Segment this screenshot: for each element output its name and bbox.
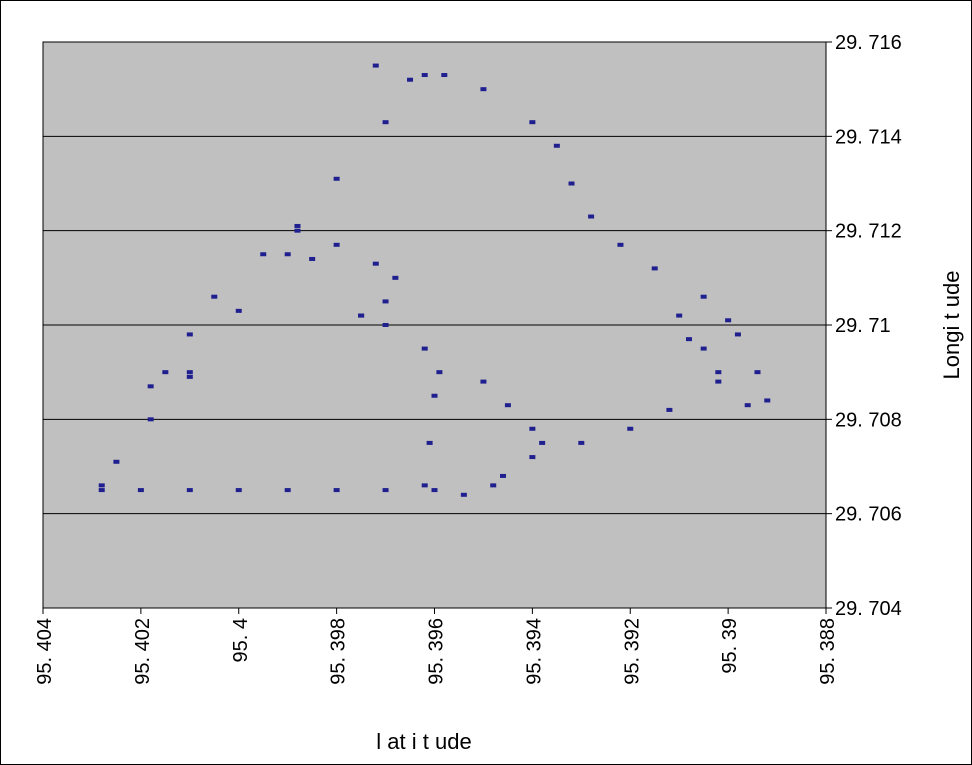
data-point xyxy=(235,308,242,313)
data-point xyxy=(725,318,732,323)
x-tick-label: 95. 394 xyxy=(523,618,545,685)
data-point xyxy=(734,332,741,337)
data-point xyxy=(421,346,428,351)
data-point xyxy=(235,488,242,493)
data-points xyxy=(98,63,771,497)
data-point xyxy=(480,87,487,92)
data-point xyxy=(441,73,448,78)
y-tick-label: 29. 706 xyxy=(835,504,902,526)
data-point xyxy=(294,228,301,233)
x-axis-title: l at i t ude xyxy=(376,729,471,754)
y-axis-title: Longi t ude xyxy=(939,271,964,380)
data-point xyxy=(382,323,389,327)
data-point xyxy=(372,261,379,266)
x-tick-label: 95. 402 xyxy=(132,618,154,685)
data-point xyxy=(186,370,193,375)
data-point xyxy=(700,294,707,299)
data-point xyxy=(617,242,624,247)
data-point xyxy=(431,488,438,493)
data-point xyxy=(460,492,467,497)
data-point xyxy=(333,242,340,247)
data-point xyxy=(685,337,692,342)
data-point xyxy=(421,483,428,488)
x-tick-label: 95. 404 xyxy=(34,618,56,685)
data-point xyxy=(588,214,595,219)
y-tick-label: 29. 716 xyxy=(835,32,902,54)
data-point xyxy=(436,370,443,375)
data-point xyxy=(333,176,340,181)
data-point xyxy=(578,440,585,445)
data-point xyxy=(553,143,560,148)
data-point xyxy=(715,379,722,384)
data-point xyxy=(309,256,316,261)
data-point xyxy=(98,483,105,488)
data-point xyxy=(372,63,379,68)
data-point xyxy=(284,488,291,493)
data-point xyxy=(568,181,575,186)
data-point xyxy=(260,252,267,257)
data-point xyxy=(137,488,144,493)
y-tick-label: 29. 714 xyxy=(835,126,902,148)
data-point xyxy=(186,332,193,337)
x-tick-label: 95. 392 xyxy=(621,618,643,685)
x-axis-ticks: 95. 404 95. 402 95. 4 95. 398 95. 396 95. 394… xyxy=(34,608,839,685)
y-tick-label: 29. 71 xyxy=(835,315,891,337)
y-tick-label: 29. 708 xyxy=(835,409,902,431)
data-point xyxy=(666,407,673,412)
data-point xyxy=(147,417,154,422)
data-point xyxy=(539,440,546,445)
data-point xyxy=(754,370,761,375)
x-tick-label: 95. 388 xyxy=(817,618,839,685)
x-tick-label: 95. 39 xyxy=(719,618,741,674)
data-point xyxy=(529,455,536,460)
data-point xyxy=(358,313,365,318)
data-point xyxy=(284,252,291,257)
data-point xyxy=(407,77,414,82)
data-point xyxy=(162,370,169,375)
data-point xyxy=(627,426,634,431)
data-point xyxy=(529,426,536,431)
data-point xyxy=(147,384,154,389)
data-point xyxy=(764,398,771,403)
data-point xyxy=(186,488,193,493)
data-point xyxy=(382,120,389,125)
grid-lines xyxy=(43,135,826,515)
x-tick-label: 95. 396 xyxy=(426,618,448,685)
data-point xyxy=(382,488,389,493)
data-point xyxy=(382,299,389,304)
data-point xyxy=(490,483,497,488)
data-point xyxy=(529,120,536,125)
data-point xyxy=(431,393,438,398)
data-point xyxy=(504,403,511,408)
data-point xyxy=(421,73,428,78)
x-tick-label: 95. 4 xyxy=(230,618,252,662)
data-point xyxy=(500,473,507,478)
data-point xyxy=(744,403,751,408)
data-point xyxy=(294,223,301,228)
data-point xyxy=(700,346,707,351)
data-point xyxy=(333,488,340,493)
data-point xyxy=(651,266,658,271)
data-point xyxy=(211,294,218,299)
data-point xyxy=(480,379,487,384)
y-tick-label: 29. 712 xyxy=(835,221,902,243)
data-point xyxy=(426,440,433,445)
data-point xyxy=(715,370,722,375)
data-point xyxy=(186,374,193,379)
data-point xyxy=(392,275,399,280)
data-point xyxy=(98,488,105,493)
y-tick-label: 29. 704 xyxy=(835,598,902,620)
x-tick-label: 95. 398 xyxy=(328,618,350,685)
y-axis-ticks: 29. 716 29. 714 29. 712 29. 71 29. 708 29. 70… xyxy=(826,32,902,620)
data-point xyxy=(676,313,683,318)
data-point xyxy=(113,459,120,464)
